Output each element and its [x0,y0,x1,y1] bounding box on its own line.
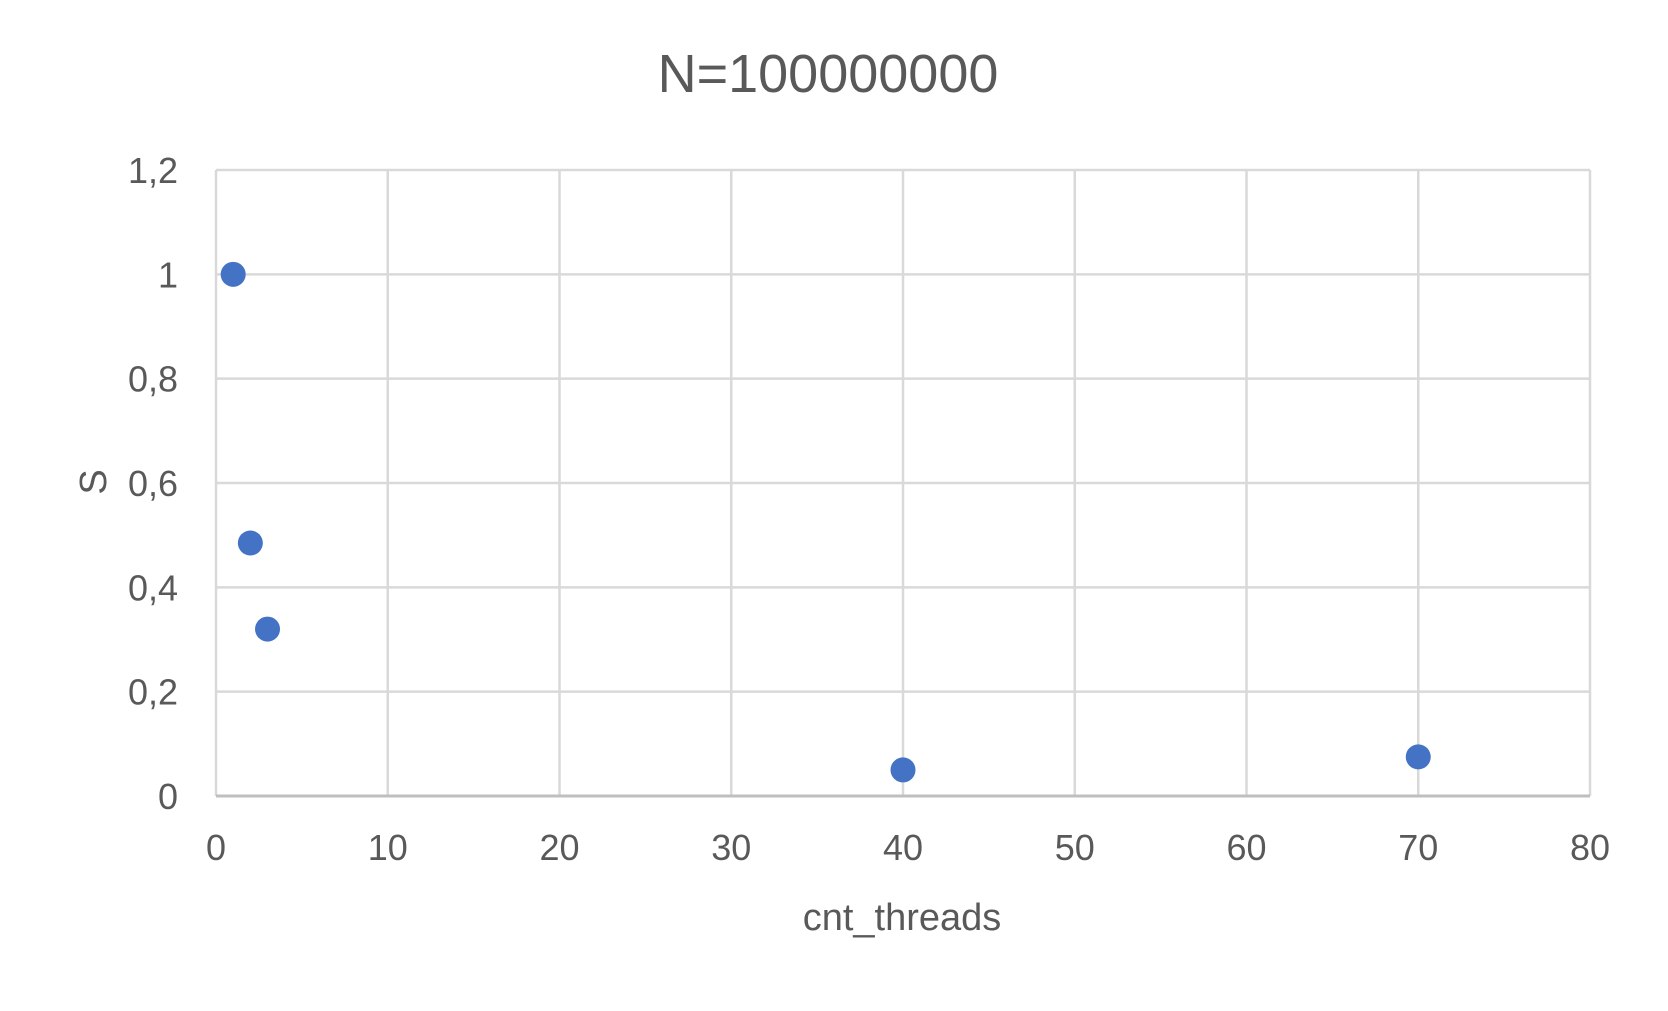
y-axis-label: S [73,469,115,494]
x-tick-label: 50 [1055,827,1095,868]
data-point [890,757,916,783]
x-tick-label: 20 [539,827,579,868]
data-point [237,530,263,556]
data-point [220,261,246,287]
y-tick-label: 0 [158,776,178,817]
y-tick-label: 1 [158,254,178,295]
data-point [1405,744,1431,770]
data-points [220,261,1431,783]
data-point [255,616,281,642]
x-tick-label: 30 [711,827,751,868]
chart-title: N=100000000 [658,44,999,104]
y-tick-label: 0,6 [128,463,178,504]
x-tick-label: 60 [1226,827,1266,868]
x-tick-label: 40 [883,827,923,868]
y-tick-labels: 0 0,2 0,4 0,6 0,8 1 1,2 [128,150,178,817]
y-tick-label: 0,8 [128,359,178,400]
y-tick-label: 0,4 [128,567,178,608]
x-tick-label: 70 [1398,827,1438,868]
x-axis-label: cnt_threads [803,897,1002,939]
x-tick-label: 80 [1570,827,1610,868]
x-tick-label: 10 [368,827,408,868]
y-tick-label: 1,2 [128,150,178,191]
x-tick-labels: 0 10 20 30 40 50 60 70 80 [206,827,1610,868]
y-tick-label: 0,2 [128,672,178,713]
x-tick-label: 0 [206,827,226,868]
